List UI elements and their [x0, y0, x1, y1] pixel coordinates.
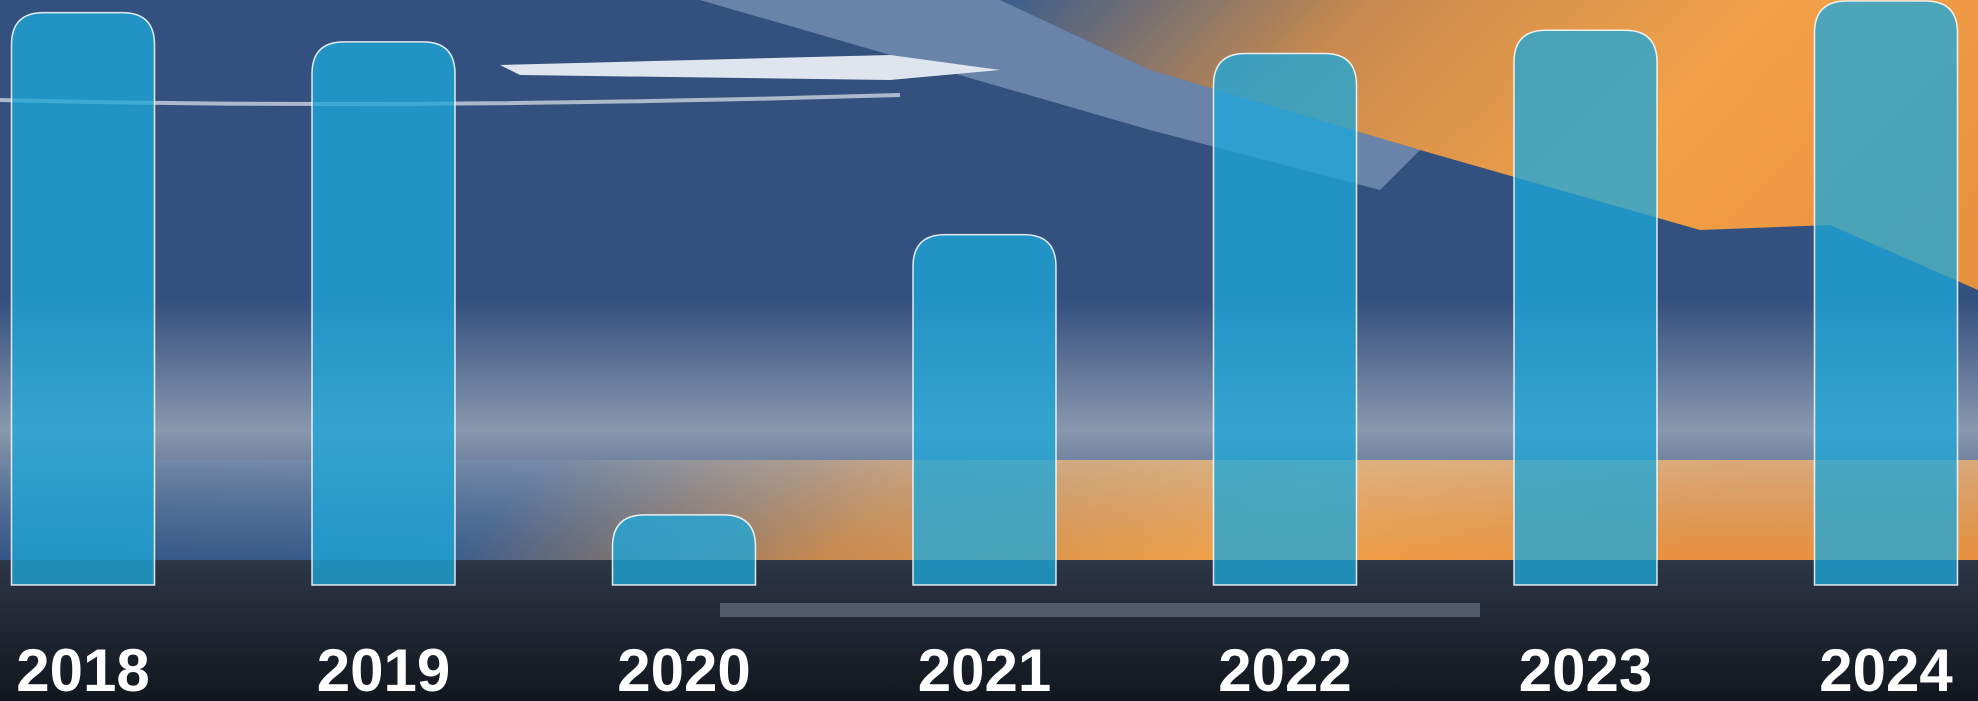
- x-tick-label: 2024: [1819, 637, 1953, 701]
- bar: [10, 11, 156, 586]
- x-tick-label: 2021: [918, 637, 1051, 701]
- bar: [611, 514, 757, 586]
- x-tick-label: 2023: [1519, 637, 1652, 701]
- plot-area: 2018 2019 2020 2021 2022 2023 2024: [10, 0, 1959, 701]
- x-tick-label: 2019: [317, 637, 450, 701]
- x-tick-label: 2018: [16, 637, 149, 701]
- bar: [311, 41, 456, 586]
- bar: [1212, 52, 1358, 586]
- x-tick-label: 2022: [1218, 637, 1351, 701]
- bar: [912, 233, 1057, 586]
- bar: [1813, 0, 1959, 586]
- bar: [1513, 29, 1658, 586]
- x-tick-label: 2020: [617, 637, 750, 701]
